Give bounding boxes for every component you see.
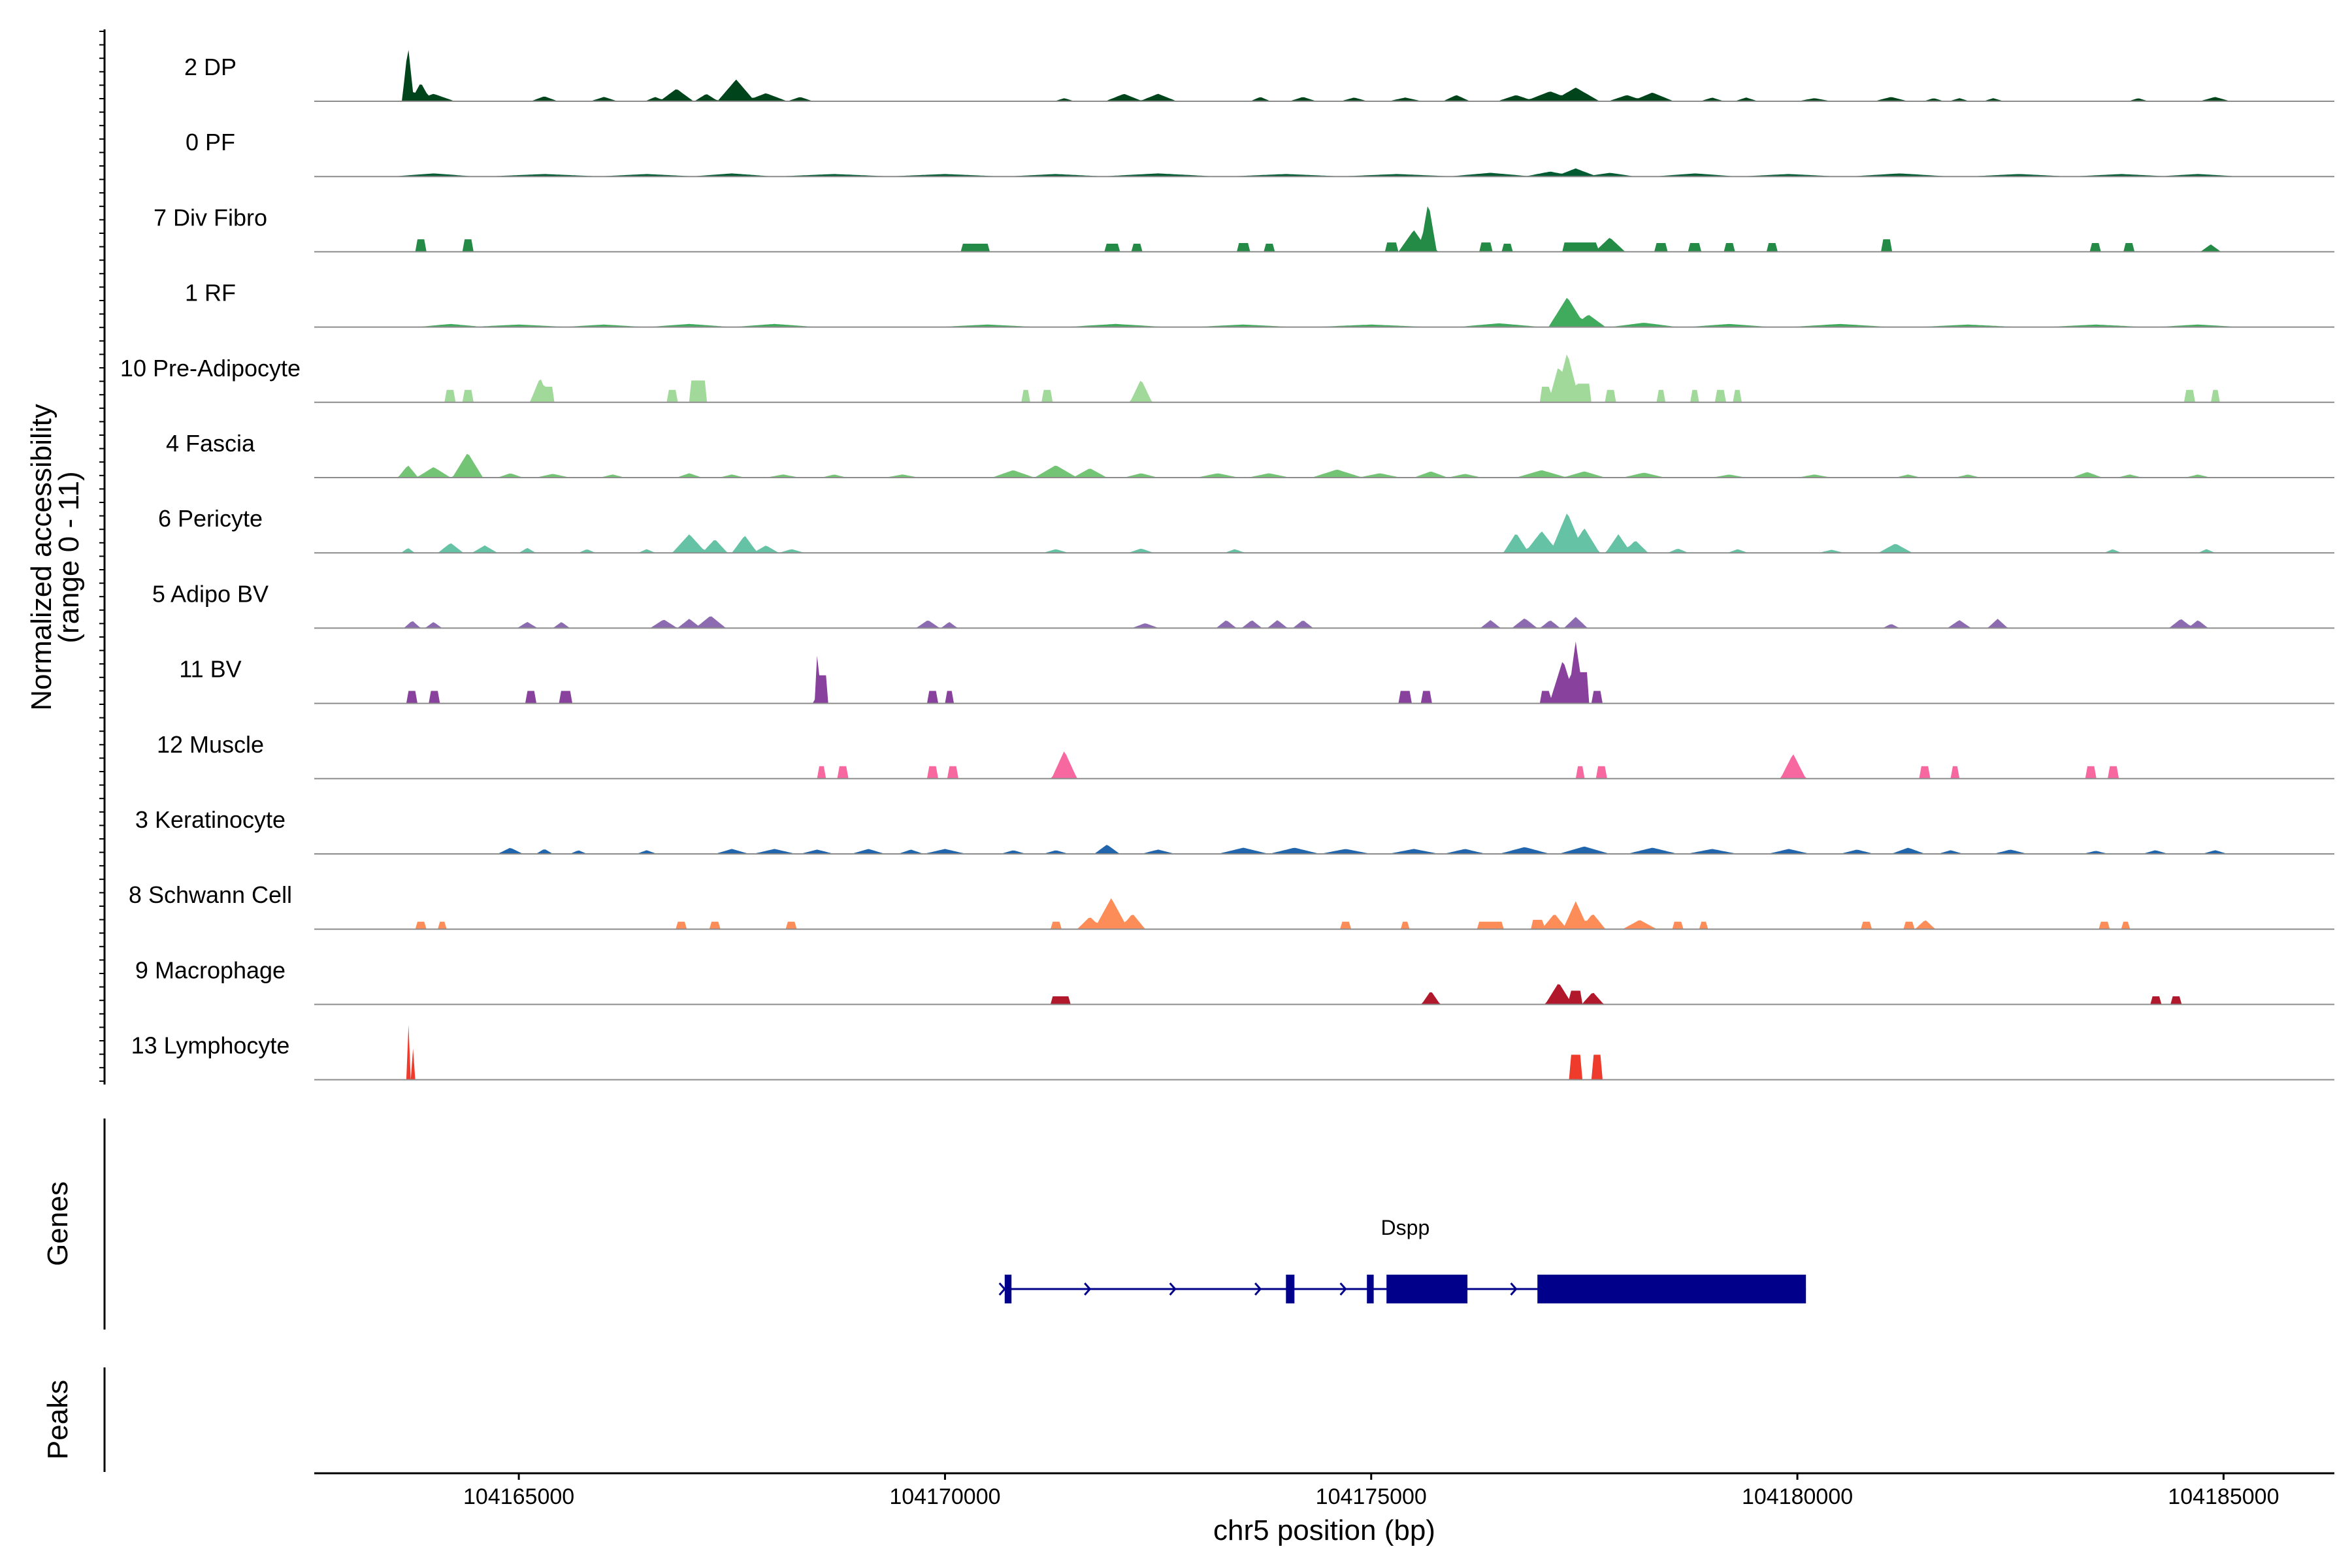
track-label: 4 Fascia xyxy=(166,430,255,457)
coverage-area xyxy=(314,845,2334,854)
track-label: 2 DP xyxy=(184,54,237,80)
track-10-pre-adipocyte: 10 Pre-Adipocyte xyxy=(120,354,2334,403)
track-4-fascia: 4 Fascia xyxy=(166,430,2334,478)
coverage-area xyxy=(314,984,2334,1005)
y-axis-ticks xyxy=(99,31,105,1082)
coverage-area xyxy=(314,514,2334,553)
track-label: 12 Muscle xyxy=(157,731,264,758)
strand-arrow xyxy=(998,1282,1006,1296)
strand-arrow xyxy=(1084,1282,1092,1296)
gene-exon xyxy=(1004,1275,1012,1303)
track-label: 0 PF xyxy=(186,129,235,155)
coverage-area xyxy=(314,206,2334,252)
strand-arrow xyxy=(1254,1282,1262,1296)
x-tick-label: 104185000 xyxy=(2168,1484,2279,1509)
coverage-area xyxy=(314,616,2334,629)
gene-exon xyxy=(1367,1275,1374,1303)
x-tick-label: 104170000 xyxy=(889,1484,1000,1509)
track-0-pf: 0 PF xyxy=(186,129,2334,178)
track-2-dp: 2 DP xyxy=(184,50,2334,102)
x-tick-label: 104165000 xyxy=(463,1484,574,1509)
x-tick-label: 104175000 xyxy=(1316,1484,1427,1509)
track-5-adipo-bv: 5 Adipo BV xyxy=(152,580,2334,629)
coverage-area xyxy=(314,898,2334,930)
gene-exon xyxy=(1537,1275,1806,1303)
track-label: 8 Schwann Cell xyxy=(129,881,292,908)
coverage-area xyxy=(314,168,2334,177)
track-label: 10 Pre-Adipocyte xyxy=(120,355,301,382)
genes-panel-title: Genes xyxy=(42,1181,74,1266)
x-axis-ticks: 104165000 104170000 104175000 104180000 1041… xyxy=(463,1473,2279,1509)
gene-label: Dspp xyxy=(1381,1216,1430,1239)
x-tick-label: 104180000 xyxy=(1742,1484,1853,1509)
track-label: 13 Lymphocyte xyxy=(131,1032,290,1059)
coverage-area xyxy=(314,453,2334,478)
track-label: 5 Adipo BV xyxy=(152,580,269,607)
x-axis-title: chr5 position (bp) xyxy=(1213,1514,1435,1546)
gene-model-dspp xyxy=(998,1275,1806,1303)
strand-arrow xyxy=(1169,1282,1177,1296)
peaks-panel-title: Peaks xyxy=(42,1380,74,1460)
track-12-muscle: 12 Muscle xyxy=(157,731,2334,779)
coverage-area xyxy=(314,354,2334,402)
coverage-tracks: 2 DP 0 PF 7 Div Fibro 1 RF 10 Pre-Adipocyte 4… xyxy=(120,50,2334,1081)
y-axis-title-range: (range 0 - 11) xyxy=(53,471,85,643)
track-11-bv: 11 BV xyxy=(179,641,2334,704)
track-9-macrophage: 9 Macrophage xyxy=(135,956,2334,1005)
coverage-area xyxy=(314,50,2334,101)
track-8-schwann-cell: 8 Schwann Cell xyxy=(129,881,2334,930)
track-label: 1 RF xyxy=(185,280,236,306)
track-7-div-fibro: 7 Div Fibro xyxy=(154,204,2334,253)
track-label: 11 BV xyxy=(179,656,241,683)
track-13-lymphocyte: 13 Lymphocyte xyxy=(131,1024,2334,1081)
coverage-area xyxy=(314,641,2334,704)
gene-exon xyxy=(1386,1275,1468,1303)
strand-arrow xyxy=(1510,1282,1518,1296)
track-label: 7 Div Fibro xyxy=(154,204,267,231)
track-3-keratinocyte: 3 Keratinocyte xyxy=(135,806,2334,855)
track-label: 6 Pericyte xyxy=(158,505,263,532)
track-label: 9 Macrophage xyxy=(135,956,286,983)
y-axis-title: Normalized accessibility xyxy=(25,404,57,710)
gene-exon xyxy=(1286,1275,1295,1303)
strand-arrow xyxy=(1339,1282,1347,1296)
coverage-area xyxy=(314,1024,2334,1080)
track-label: 3 Keratinocyte xyxy=(135,806,286,833)
track-6-pericyte: 6 Pericyte xyxy=(158,505,2334,554)
track-1-rf: 1 RF xyxy=(185,280,2334,328)
coverage-area xyxy=(314,751,2334,779)
coverage-area xyxy=(314,298,2334,327)
